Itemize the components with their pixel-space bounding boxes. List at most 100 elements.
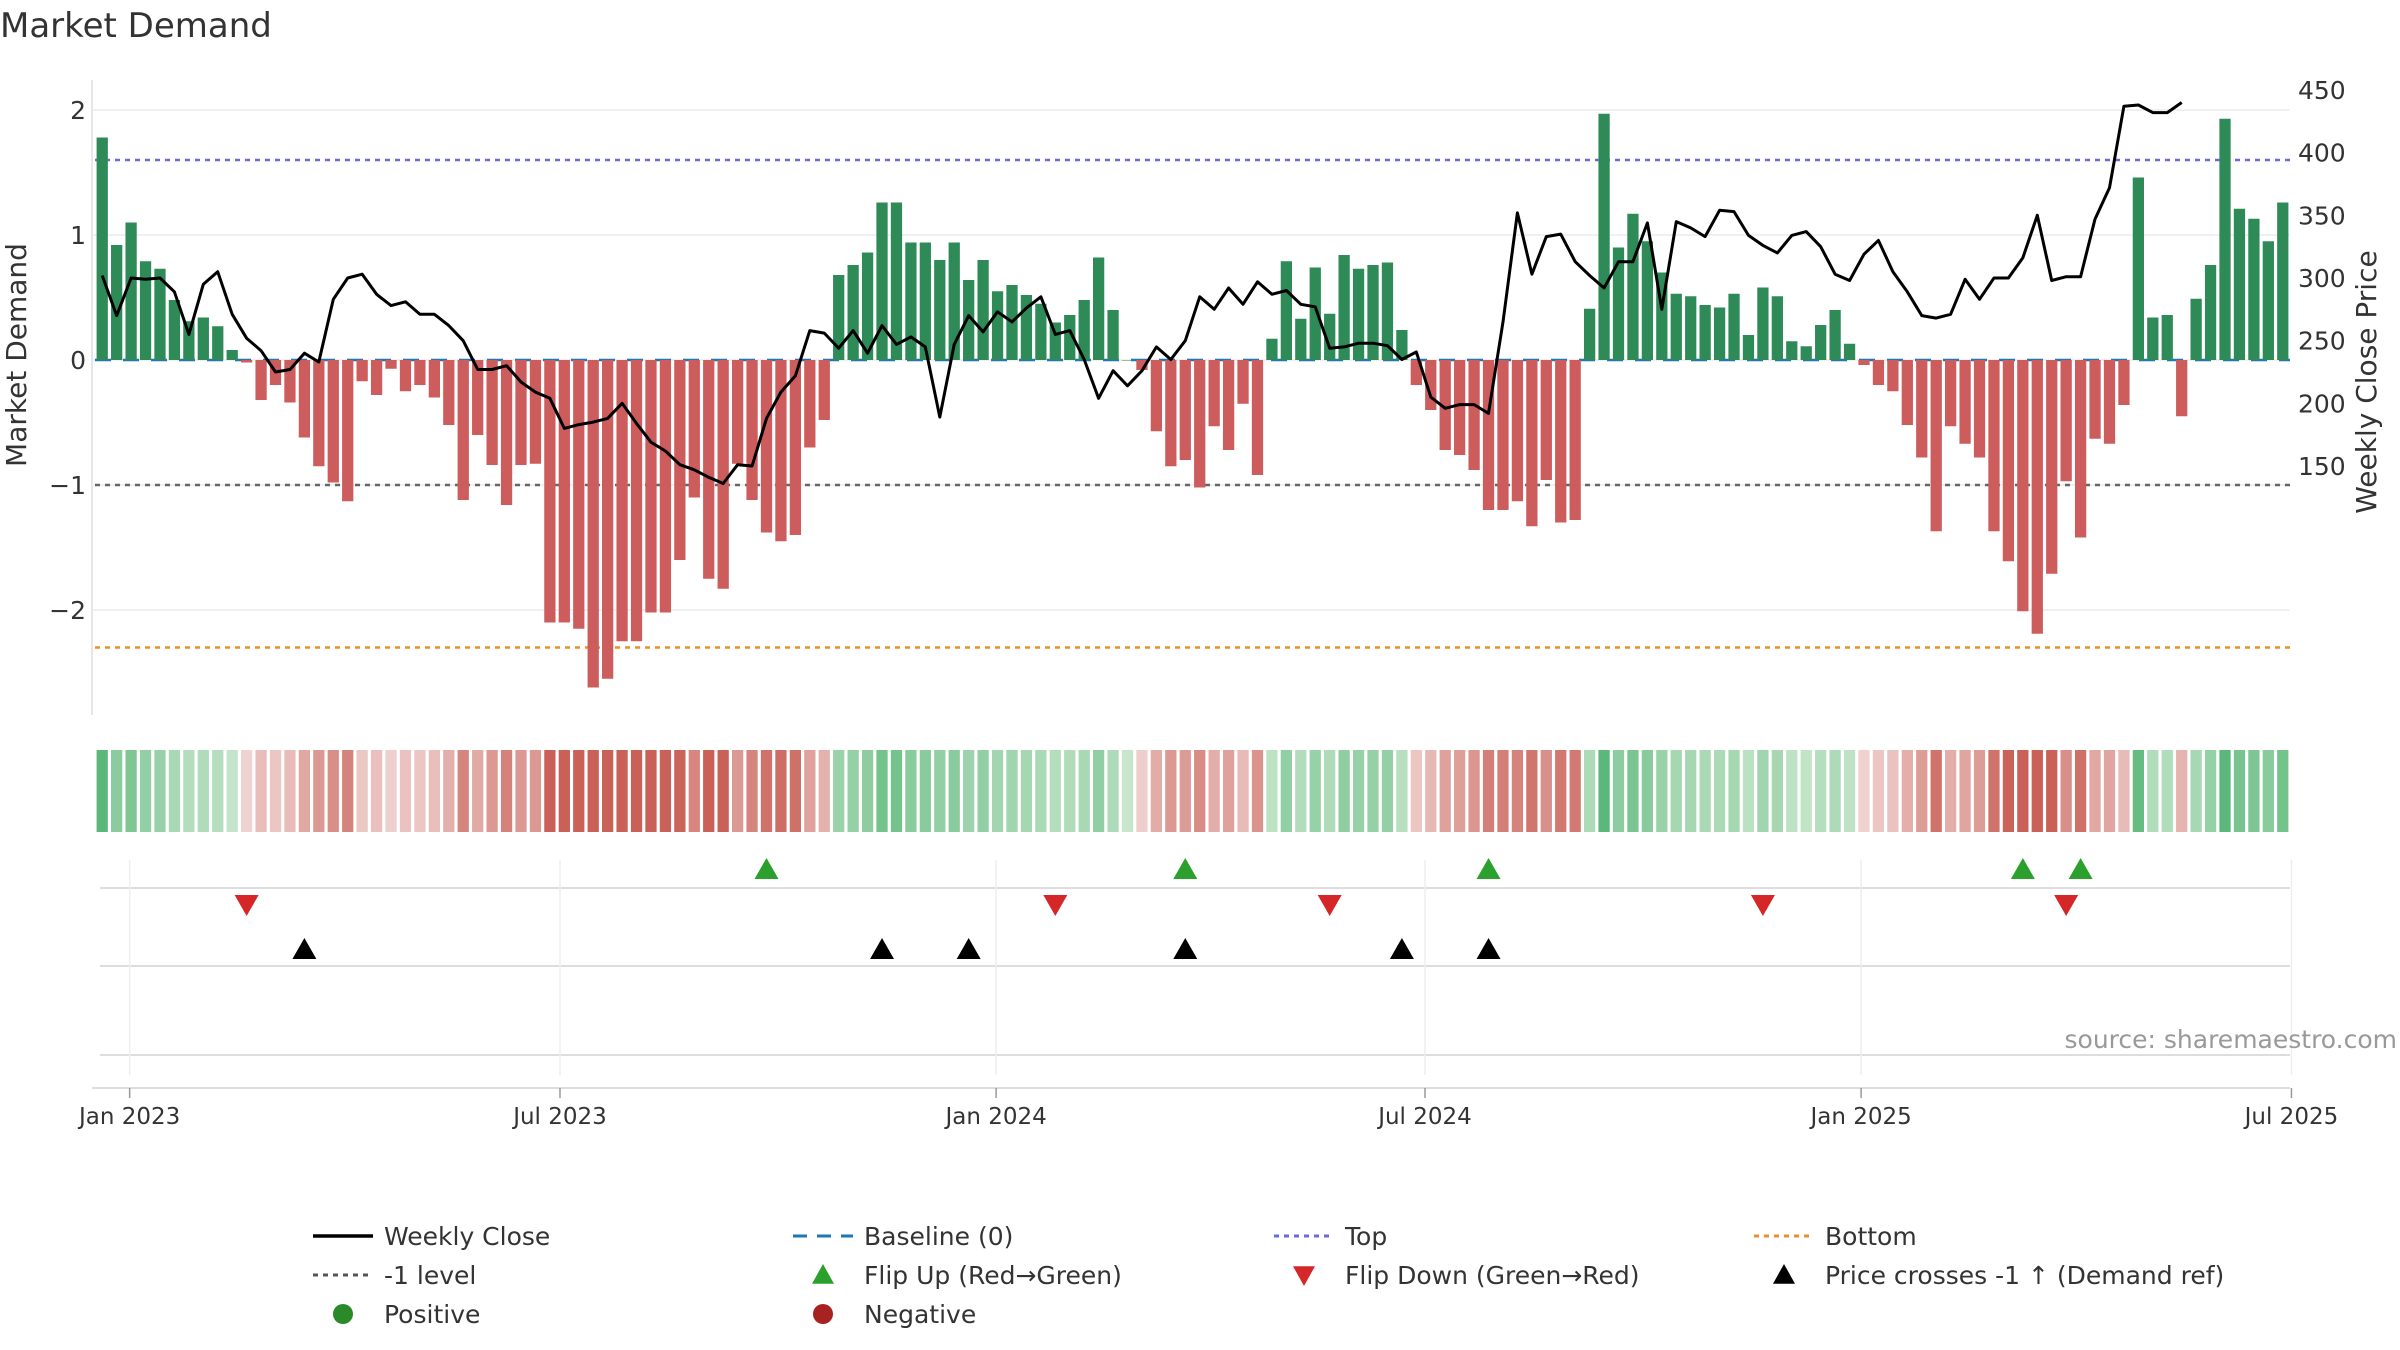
strip-cell: [717, 750, 729, 832]
x-tick-label: Jan 2025: [1808, 1104, 1911, 1130]
demand-bar-positive: [1771, 296, 1783, 360]
strip-cell: [1757, 750, 1769, 832]
strip-cell: [948, 750, 960, 832]
demand-bar-negative: [746, 360, 758, 500]
strip-cell: [457, 750, 469, 832]
flip-down-marker: [1750, 895, 1775, 916]
demand-bar-negative: [703, 360, 715, 579]
demand-bar-positive: [1713, 307, 1726, 360]
strip-cell: [197, 750, 209, 832]
demand-bar-negative: [2118, 360, 2130, 405]
demand-bar-positive: [1728, 293, 1740, 360]
demand-bar-negative: [2046, 360, 2058, 574]
demand-bar-positive: [1685, 296, 1697, 360]
demand-bar-positive: [1295, 318, 1307, 360]
strip-cell: [977, 750, 989, 832]
strip-cell: [934, 750, 946, 832]
demand-bar-negative: [1194, 360, 1206, 488]
demand-bar-negative: [2002, 360, 2015, 562]
event-markers: [100, 858, 2290, 1056]
strip-cell: [1439, 750, 1451, 832]
strip-cell: [1006, 750, 1018, 832]
legend-label: Flip Down (Green→Red): [1345, 1261, 1640, 1290]
demand-bar-positive: [1641, 241, 1654, 360]
legend-label: -1 level: [384, 1261, 476, 1290]
demand-bar-positive: [197, 317, 209, 360]
demand-bar-positive: [919, 242, 931, 360]
demand-bar-negative: [1468, 360, 1480, 470]
demand-bar-positive: [1266, 338, 1278, 360]
strip-cell: [674, 750, 686, 832]
demand-bar-positive: [1352, 268, 1365, 360]
strip-cell: [154, 750, 166, 832]
strip-cell: [2190, 750, 2202, 832]
demand-bar-negative: [775, 360, 787, 542]
demand-bar-negative: [255, 360, 267, 400]
strip-cell: [1222, 750, 1235, 832]
demand-bar-positive: [948, 242, 960, 360]
demand-bar-positive: [1786, 341, 1798, 360]
legend-label: Bottom: [1825, 1222, 1917, 1251]
y2-axis-label: Weekly Close Price: [2350, 250, 2383, 513]
demand-bar-negative: [443, 360, 455, 425]
strip-cell: [616, 750, 628, 832]
demand-bar-negative: [385, 360, 397, 369]
strip-cell: [688, 750, 700, 832]
strip-cell: [1583, 750, 1596, 832]
demand-bar-negative: [602, 360, 614, 679]
strip-cell: [399, 750, 412, 832]
demand-color-strip: [96, 750, 2289, 832]
strip-cell: [2147, 750, 2159, 832]
strip-cell: [443, 750, 455, 832]
demand-bar-negative: [1540, 360, 1552, 480]
strip-cell: [1078, 750, 1090, 832]
strip-cell: [1569, 750, 1581, 832]
demand-bar-negative: [1872, 360, 1885, 385]
strip-cell: [905, 750, 917, 832]
demand-bar-negative: [1511, 360, 1524, 502]
demand-bar-positive: [2190, 298, 2202, 360]
strip-cell: [760, 750, 773, 832]
demand-bar-positive: [963, 280, 975, 360]
flip-down-marker: [2054, 895, 2079, 916]
price-cross-marker: [956, 938, 981, 959]
demand-bar-positive: [168, 300, 181, 360]
demand-bar-positive: [2277, 202, 2289, 360]
strip-cell: [529, 750, 542, 832]
strip-cell: [1612, 750, 1625, 832]
demand-bar-negative: [1454, 360, 1466, 455]
legend-item: Negative: [813, 1300, 976, 1329]
y-tick-label: −2: [49, 596, 86, 625]
demand-bar-positive: [1396, 330, 1408, 360]
legend: Weekly Close Baseline (0) Top Bottom -1 leve…: [313, 1222, 2224, 1329]
demand-bar-positive: [2233, 208, 2246, 360]
demand-bar-negative: [558, 360, 570, 623]
strip-cell: [1121, 750, 1134, 832]
flip-up-marker: [754, 858, 779, 879]
strip-cell: [486, 750, 498, 832]
strip-cell: [342, 750, 354, 832]
demand-bar-negative: [428, 360, 440, 398]
demand-bar-negative: [789, 360, 802, 535]
strip-cell: [472, 750, 484, 832]
strip-cell: [414, 750, 426, 832]
strip-cell: [645, 750, 657, 832]
strip-cell: [2176, 750, 2188, 832]
price-series: [100, 101, 2183, 485]
demand-bar-negative: [2103, 360, 2116, 444]
strip-cell: [2074, 750, 2087, 832]
demand-bar-positive: [1800, 346, 1812, 360]
demand-bar-negative: [587, 360, 599, 688]
chart-title: Market Demand: [0, 6, 272, 46]
strip-cell: [1742, 750, 1755, 832]
demand-bar-positive: [905, 242, 917, 360]
demand-bar-positive: [1598, 113, 1610, 360]
demand-bar-negative: [529, 360, 542, 464]
price-cross-marker: [1173, 938, 1198, 959]
demand-bar-negative: [1237, 360, 1249, 404]
demand-bar-positive: [876, 202, 888, 360]
demand-bar-positive: [2161, 315, 2173, 360]
strip-cell: [991, 750, 1004, 832]
strip-cell: [1511, 750, 1524, 832]
